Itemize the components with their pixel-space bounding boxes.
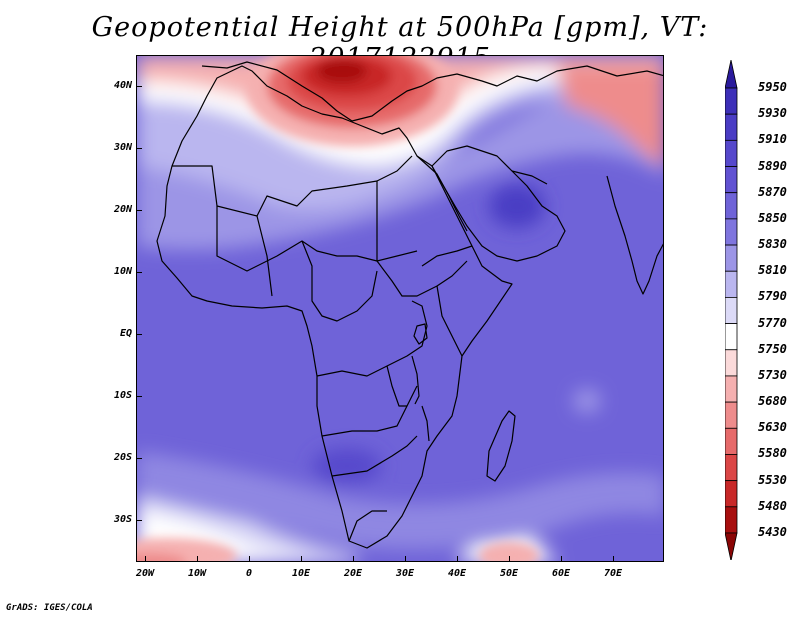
x-label-10w: 10W (187, 568, 207, 579)
y-tick (136, 396, 142, 397)
colorbar-level-label: 5430 (758, 525, 787, 539)
x-tick (613, 556, 614, 562)
colorbar-swatch (724, 427, 738, 455)
y-tick (136, 86, 142, 87)
colorbar-swatch (724, 218, 738, 246)
y-tick (136, 210, 142, 211)
x-label-70e: 70E (603, 568, 623, 579)
x-tick (197, 556, 198, 562)
x-label-40e: 40E (447, 568, 467, 579)
y-label-30n: 30N (113, 142, 132, 153)
colorbar-level-label: 5770 (758, 315, 787, 330)
colorbar-top-triangle (724, 59, 738, 89)
colorbar-level-label: 5630 (758, 420, 787, 435)
x-label-60e: 60E (551, 568, 571, 579)
colorbar-swatch (724, 270, 738, 298)
geopotential-field (137, 56, 663, 561)
colorbar-swatch (724, 166, 738, 194)
x-label-20e: 20E (343, 568, 363, 579)
x-tick (145, 556, 146, 562)
colorbar-level-label: 5750 (758, 341, 787, 356)
y-label-eq: EQ (119, 328, 132, 339)
x-label-20w: 20W (135, 568, 155, 579)
x-label-30e: 30E (395, 568, 415, 579)
colorbar-level-label: 5950 (758, 80, 787, 94)
colorbar-level-label: 5680 (758, 394, 787, 409)
colorbar-level-label: 5830 (758, 237, 787, 252)
colorbar-swatch (724, 506, 738, 534)
colorbar-level-label: 5910 (758, 132, 787, 147)
y-tick (136, 458, 142, 459)
colorbar-level-label: 5580 (758, 446, 787, 461)
colorbar-level-label: 5850 (758, 210, 787, 225)
y-tick (136, 148, 142, 149)
x-tick (353, 556, 354, 562)
y-label-10s: 10S (113, 390, 132, 401)
colorbar-level-label: 5790 (758, 289, 787, 304)
y-label-40n: 40N (113, 80, 132, 91)
colorbar-swatch (724, 480, 738, 508)
y-label-20n: 20N (113, 204, 132, 215)
colorbar-swatch (724, 87, 738, 115)
colorbar-swatch (724, 244, 738, 272)
x-label-10e: 10E (291, 568, 311, 579)
colorbar-level-label: 5480 (758, 498, 787, 513)
colorbar-level-label: 5730 (758, 367, 787, 382)
colorbar-level-label: 5870 (758, 184, 787, 199)
colorbar-swatch (724, 297, 738, 324)
colorbar (724, 59, 800, 562)
x-tick (405, 556, 406, 562)
colorbar-swatch (724, 323, 738, 351)
y-label-10n: 10N (113, 266, 132, 277)
y-tick (136, 520, 142, 521)
x-tick (509, 556, 510, 562)
y-label-20s: 20S (113, 452, 132, 463)
coastlines (156, 61, 663, 549)
y-label-30s: 30S (113, 514, 132, 525)
y-tick (136, 334, 142, 335)
colorbar-level-label: 5530 (758, 472, 787, 487)
colorbar-swatch (724, 401, 738, 429)
colorbar-level-label: 5810 (758, 263, 787, 278)
y-tick (136, 272, 142, 273)
colorbar-swatch (724, 192, 738, 220)
colorbar-bottom-triangle (724, 532, 738, 562)
colorbar-swatch (724, 139, 738, 167)
colorbar-swatch (724, 375, 738, 403)
colorbar-swatch (724, 349, 738, 377)
colorbar-swatch (724, 454, 738, 482)
x-tick (249, 556, 250, 562)
x-tick (561, 556, 562, 562)
x-tick (457, 556, 458, 562)
grads-credit: GrADS: IGES/COLA (6, 603, 93, 613)
x-label-0: 0 (245, 568, 253, 579)
colorbar-level-label: 5890 (758, 158, 787, 173)
map-plot (136, 55, 664, 562)
colorbar-graphic (724, 59, 738, 562)
x-label-50e: 50E (499, 568, 519, 579)
x-tick (301, 556, 302, 562)
colorbar-swatch (724, 113, 738, 141)
colorbar-level-label: 5930 (758, 106, 787, 121)
